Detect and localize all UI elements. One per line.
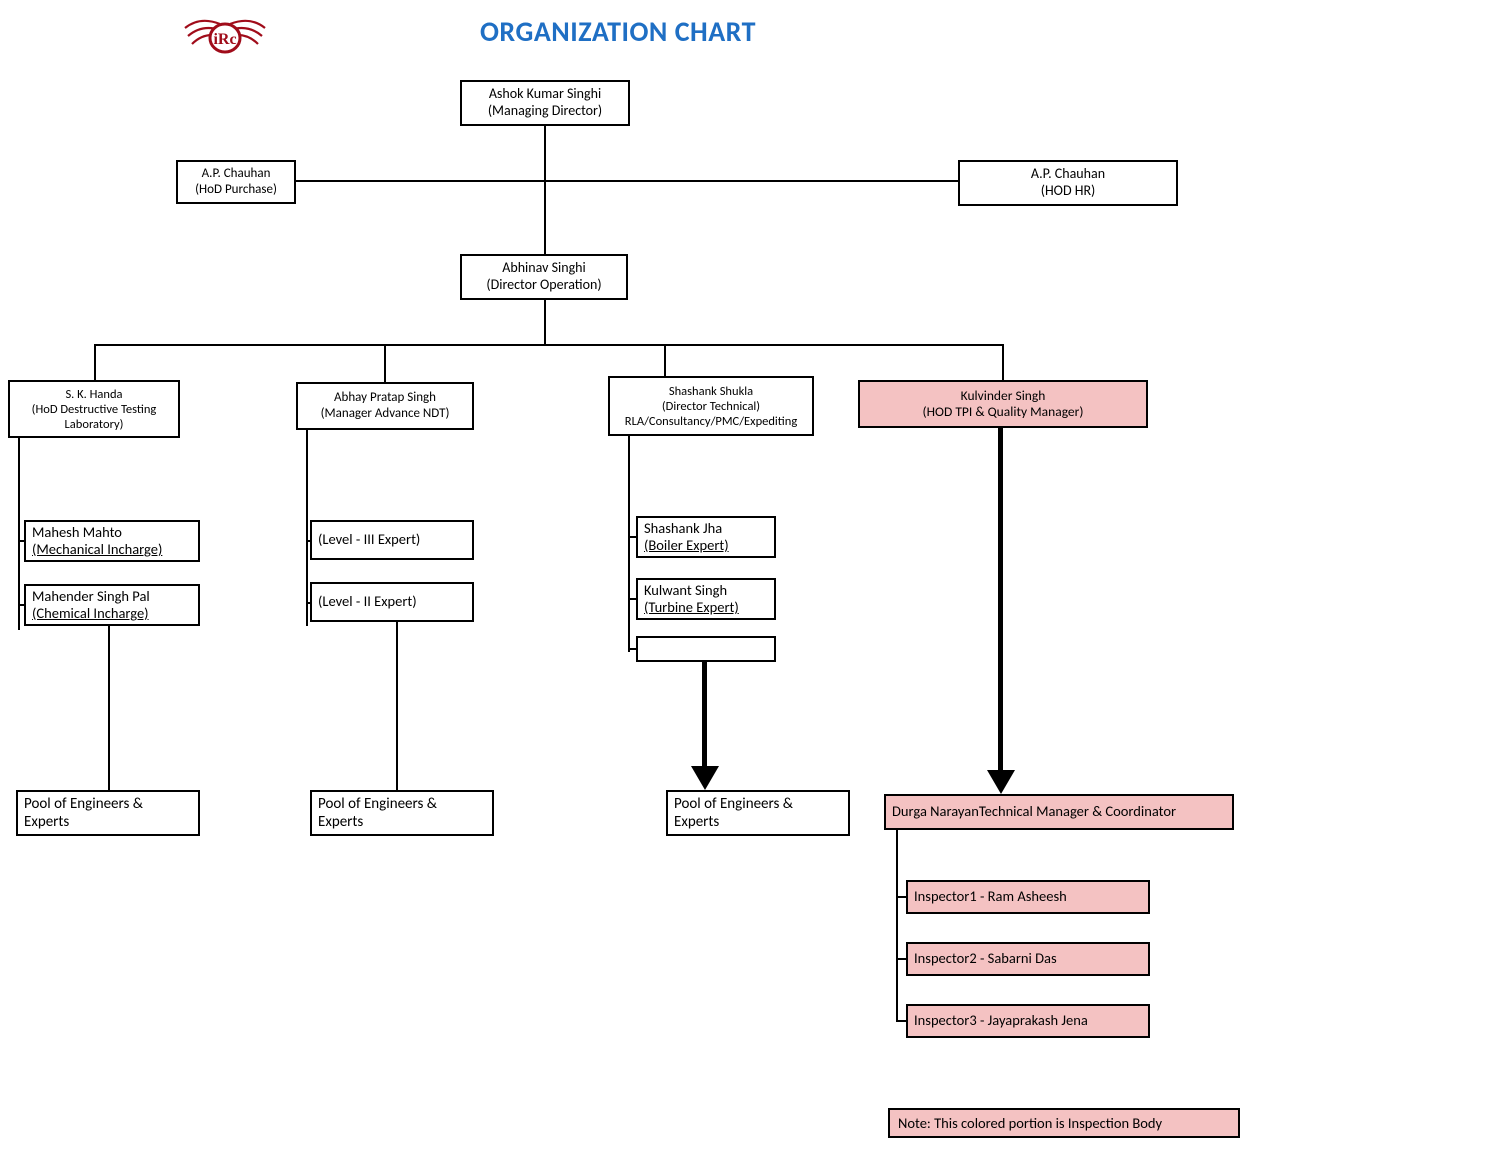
node-hr-role: (HOD HR): [964, 183, 1172, 200]
connector-line: [628, 648, 638, 650]
connector-line: [628, 536, 638, 538]
connector-line: [384, 344, 386, 382]
connector-line: [896, 830, 898, 1022]
node-mahto-l1: Mahesh Mahto: [32, 524, 122, 541]
node-shashank-role2: RLA/Consultancy/PMC/Expediting: [614, 414, 808, 429]
node-abhay-name: Abhay Pratap Singh: [302, 390, 468, 406]
logo: iRc: [180, 8, 270, 58]
connector-line: [108, 626, 110, 790]
node-insp1-l1: Inspector1 - Ram Asheesh: [914, 888, 1067, 905]
node-level2: (Level - II Expert): [310, 582, 474, 622]
node-dirop-role: (Director Operation): [466, 277, 622, 294]
node-level3: (Level - III Expert): [310, 520, 474, 560]
node-shashank-shukla: Shashank Shukla (Director Technical) RLA…: [608, 376, 814, 436]
node-hod-hr: A.P. Chauhan (HOD HR): [958, 160, 1178, 206]
connector-line: [628, 436, 630, 652]
node-insp2-l1: Inspector2 - Sabarni Das: [914, 950, 1057, 967]
node-jha-l2: (Boiler Expert): [644, 537, 729, 554]
connector-line: [94, 344, 1004, 346]
connector-line: [296, 180, 958, 182]
connector-line: [896, 896, 906, 898]
node-pal-l1: Mahender Singh Pal: [32, 588, 150, 605]
connector-line: [544, 126, 546, 256]
node-inspector3: Inspector3 - Jayaprakash Jena: [906, 1004, 1150, 1038]
node-hod-purchase: A.P. Chauhan (HoD Purchase): [176, 160, 296, 204]
connector-line: [1002, 344, 1004, 380]
node-kulwant-l1: Kulwant Singh: [644, 582, 727, 599]
node-durga-l1: Durga NarayanTechnical Manager & Coordin…: [892, 803, 1176, 820]
node-kulvinder-singh: Kulvinder Singh (HOD TPI & Quality Manag…: [858, 380, 1148, 428]
node-pool1: Pool of Engineers & Experts: [16, 790, 200, 836]
connector-line: [896, 1020, 906, 1022]
page-title: ORGANIZATION CHART: [480, 14, 756, 49]
node-mahesh-mahto: Mahesh Mahto (Mechanical Incharge): [24, 520, 200, 562]
node-durga-narayan: Durga NarayanTechnical Manager & Coordin…: [884, 794, 1234, 830]
node-handa-name: S. K. Handa: [14, 387, 174, 402]
node-kulwant-singh: Kulwant Singh (Turbine Expert): [636, 578, 776, 620]
connector-line: [94, 344, 96, 380]
thick-arrow-stem: [998, 428, 1003, 772]
connector-line: [306, 430, 308, 626]
node-abhay-role: (Manager Advance NDT): [302, 406, 468, 422]
node-director-operation: Abhinav Singhi (Director Operation): [460, 254, 628, 300]
node-blank: [636, 636, 776, 662]
node-pool1-l2: Experts: [24, 813, 69, 831]
node-lvl3-l1: (Level - III Expert): [318, 531, 420, 548]
node-pool3-l1: Pool of Engineers &: [674, 795, 793, 813]
connector-line: [628, 598, 638, 600]
node-hr-name: A.P. Chauhan: [964, 166, 1172, 183]
node-pool2-l1: Pool of Engineers &: [318, 795, 437, 813]
node-mahender-pal: Mahender Singh Pal (Chemical Incharge): [24, 584, 200, 626]
node-abhay-pratap: Abhay Pratap Singh (Manager Advance NDT): [296, 382, 474, 430]
node-shashank-role: (Director Technical): [614, 399, 808, 414]
node-kulv-name: Kulvinder Singh: [864, 388, 1142, 404]
node-pal-l2: (Chemical Incharge): [32, 605, 149, 622]
legend-note: Note: This colored portion is Inspection…: [888, 1108, 1240, 1138]
node-pool2-l2: Experts: [318, 813, 363, 831]
node-kulwant-l2: (Turbine Expert): [644, 599, 739, 616]
node-shashank-name: Shashank Shukla: [614, 384, 808, 399]
node-pool1-l1: Pool of Engineers &: [24, 795, 143, 813]
node-shashank-jha: Shashank Jha (Boiler Expert): [636, 516, 776, 558]
thick-arrow-stem: [702, 662, 707, 768]
node-pool2: Pool of Engineers & Experts: [310, 790, 494, 836]
node-insp3-l1: Inspector3 - Jayaprakash Jena: [914, 1012, 1088, 1029]
node-inspector1: Inspector1 - Ram Asheesh: [906, 880, 1150, 914]
node-lvl2-l1: (Level - II Expert): [318, 593, 417, 610]
connector-line: [18, 540, 26, 542]
connector-line: [18, 604, 26, 606]
node-kulv-role: (HOD TPI & Quality Manager): [864, 404, 1142, 420]
connector-line: [396, 622, 398, 790]
node-dirop-name: Abhinav Singhi: [466, 260, 622, 277]
connector-line: [306, 540, 312, 542]
node-managing-director: Ashok Kumar Singhi (Managing Director): [460, 80, 630, 126]
connector-line: [544, 300, 546, 344]
node-purchase-role: (HoD Purchase): [182, 182, 290, 198]
node-md-name: Ashok Kumar Singhi: [466, 86, 624, 103]
node-pool3: Pool of Engineers & Experts: [666, 790, 850, 836]
connector-line: [306, 602, 312, 604]
node-inspector2: Inspector2 - Sabarni Das: [906, 942, 1150, 976]
node-pool3-l2: Experts: [674, 813, 719, 831]
node-mahto-l2: (Mechanical Incharge): [32, 541, 162, 558]
node-handa-role: (HoD Destructive Testing Laboratory): [14, 402, 174, 432]
node-md-role: (Managing Director): [466, 103, 624, 120]
node-purchase-name: A.P. Chauhan: [182, 166, 290, 182]
node-sk-handa: S. K. Handa (HoD Destructive Testing Lab…: [8, 380, 180, 438]
logo-text: iRc: [213, 31, 236, 48]
connector-line: [18, 438, 20, 630]
connector-line: [664, 344, 666, 376]
connector-line: [896, 958, 906, 960]
node-jha-l1: Shashank Jha: [644, 520, 722, 537]
arrowhead-icon: [987, 770, 1015, 794]
arrowhead-icon: [691, 766, 719, 790]
